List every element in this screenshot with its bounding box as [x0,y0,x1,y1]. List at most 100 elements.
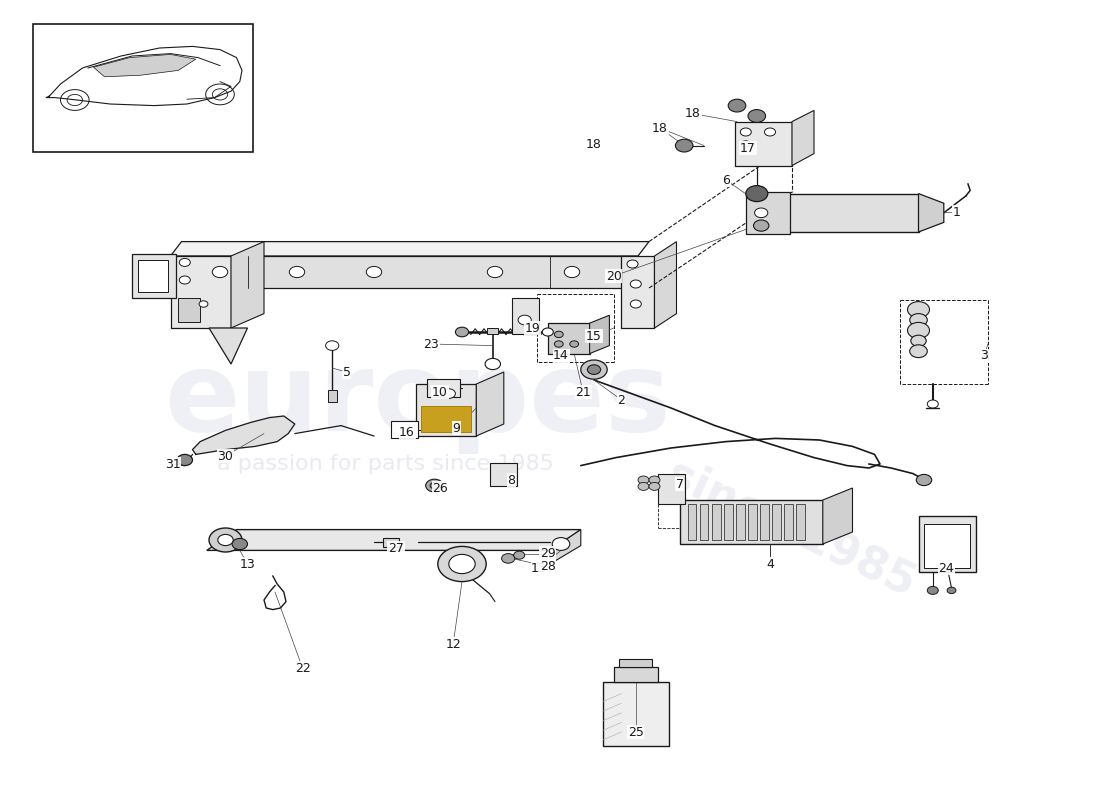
Text: 7: 7 [675,478,684,490]
Circle shape [746,186,768,202]
Circle shape [740,128,751,136]
Polygon shape [192,416,295,454]
Polygon shape [170,256,638,288]
Polygon shape [170,242,649,256]
Bar [621,256,654,328]
Circle shape [564,266,580,278]
Text: 29: 29 [540,547,556,560]
Circle shape [638,482,649,490]
Bar [796,504,805,540]
Circle shape [542,328,553,336]
Text: 18: 18 [586,138,602,150]
Polygon shape [94,54,196,77]
Polygon shape [209,328,248,364]
Bar [138,260,168,292]
Text: 6: 6 [722,174,730,186]
Circle shape [232,538,248,550]
Bar [390,421,418,438]
Circle shape [554,341,563,347]
Circle shape [627,260,638,268]
Circle shape [326,341,339,350]
Bar [772,504,781,540]
Text: 2: 2 [617,394,626,406]
Circle shape [910,345,927,358]
Bar [33,24,253,152]
Bar [924,524,970,568]
Bar [918,516,976,572]
Bar [619,659,652,667]
Polygon shape [476,372,504,436]
Circle shape [748,110,766,122]
Text: a passion for parts since 1985: a passion for parts since 1985 [217,454,553,474]
Circle shape [179,258,190,266]
Text: 10: 10 [432,386,448,398]
Bar [132,254,176,298]
Text: 25: 25 [628,726,643,738]
Text: 28: 28 [540,560,556,573]
Text: 3: 3 [980,350,989,362]
Bar [786,194,918,232]
Text: 14: 14 [553,350,569,362]
Circle shape [581,360,607,379]
Bar [512,298,539,334]
Circle shape [630,280,641,288]
Bar [614,667,658,682]
Circle shape [289,266,305,278]
Circle shape [438,546,486,582]
Text: 16: 16 [399,426,415,438]
Polygon shape [792,110,814,166]
Circle shape [177,454,192,466]
Text: 18: 18 [652,122,668,134]
Bar [736,504,745,540]
Text: 30: 30 [218,450,233,462]
Text: 21: 21 [575,386,591,398]
Bar [688,504,696,540]
Text: 18: 18 [685,107,701,120]
Text: 13: 13 [531,562,547,574]
Text: 31: 31 [165,458,180,470]
Circle shape [755,208,768,218]
Text: 27: 27 [388,542,404,554]
Text: 4: 4 [766,558,774,570]
Circle shape [927,400,938,408]
Circle shape [630,300,641,308]
Circle shape [552,538,570,550]
Circle shape [764,128,776,136]
Polygon shape [207,530,581,550]
Polygon shape [654,242,676,328]
Circle shape [455,327,469,337]
Circle shape [514,551,525,559]
Polygon shape [823,488,852,544]
Bar [490,463,517,486]
Bar [748,504,757,540]
Bar [421,406,471,432]
Bar [760,504,769,540]
Bar [735,122,792,166]
Circle shape [908,322,930,338]
Circle shape [754,220,769,231]
Circle shape [209,528,242,552]
Circle shape [570,341,579,347]
Text: 5: 5 [342,366,351,378]
Text: 17: 17 [740,142,756,154]
Bar [724,504,733,540]
Polygon shape [550,530,581,564]
Circle shape [366,266,382,278]
Bar [416,384,476,436]
Circle shape [927,586,938,594]
Polygon shape [918,194,944,232]
Circle shape [179,276,190,284]
Circle shape [430,482,439,489]
Circle shape [518,315,531,325]
Bar [603,682,669,746]
Bar [328,390,337,402]
Text: 19: 19 [525,322,540,334]
Bar [548,323,590,354]
Circle shape [449,554,475,574]
Circle shape [199,301,208,307]
Circle shape [916,474,932,486]
Circle shape [502,554,515,563]
Bar [487,328,498,334]
Text: 26: 26 [432,482,448,494]
Text: 1: 1 [953,206,961,218]
